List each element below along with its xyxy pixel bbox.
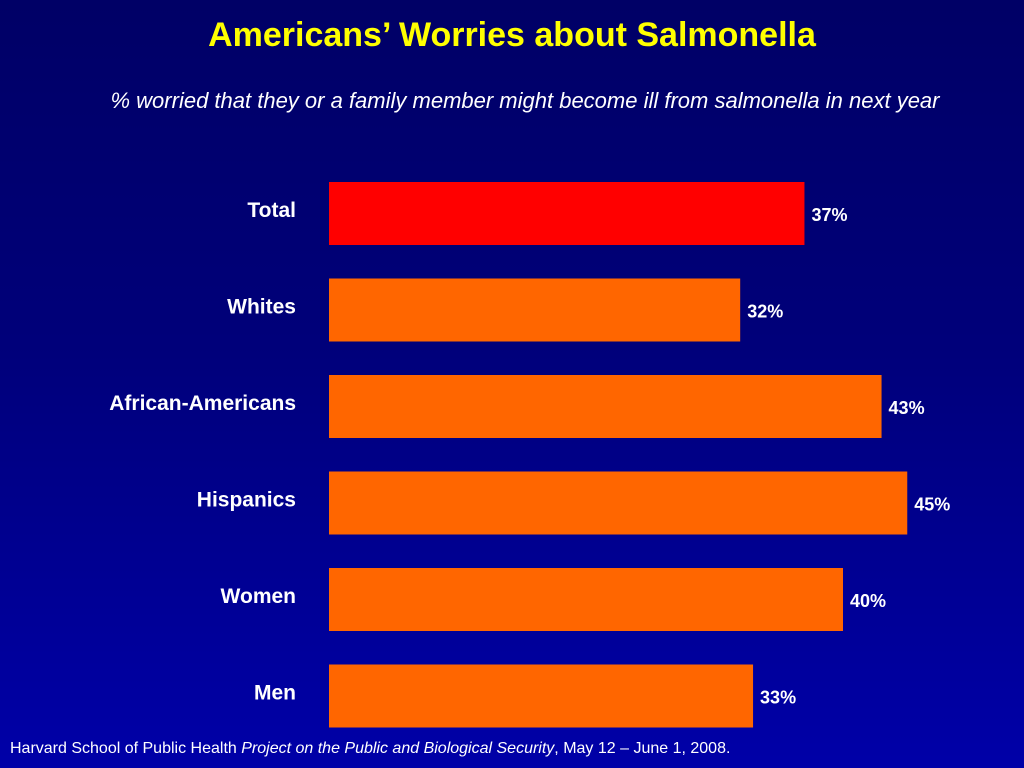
- bar-whites: [329, 278, 741, 342]
- footer-project: Project on the Public and Biological Sec…: [241, 740, 555, 757]
- bar-chart: Total 37% Whites 32% African-Americans 43% His…: [109, 182, 950, 728]
- bar-women: [329, 568, 843, 631]
- footer-source: Harvard School of Public Health: [10, 740, 242, 757]
- bar-african-americans: [329, 375, 882, 438]
- value-label: 32%: [747, 302, 783, 322]
- category-label: African-Americans: [109, 392, 296, 415]
- category-label: Whites: [227, 296, 296, 319]
- chart-title: Americans’ Worries about Salmonella: [208, 16, 816, 54]
- bar-men: [329, 664, 754, 728]
- category-label: Men: [254, 682, 296, 705]
- footer-date: , May 12 – June 1, 2008.: [554, 740, 731, 757]
- value-label: 37%: [811, 205, 847, 225]
- category-label: Hispanics: [197, 489, 296, 512]
- value-label: 33%: [760, 688, 796, 708]
- value-label: 45%: [914, 495, 950, 515]
- bar-total: [329, 182, 805, 245]
- category-label: Women: [221, 585, 296, 608]
- value-label: 40%: [850, 591, 886, 611]
- bar-hispanics: [329, 471, 908, 535]
- source-footer: Harvard School of Public Health Project …: [10, 740, 730, 758]
- value-label: 43%: [889, 398, 925, 418]
- chart-subtitle: % worried that they or a family member m…: [110, 88, 940, 113]
- category-label: Total: [247, 199, 296, 222]
